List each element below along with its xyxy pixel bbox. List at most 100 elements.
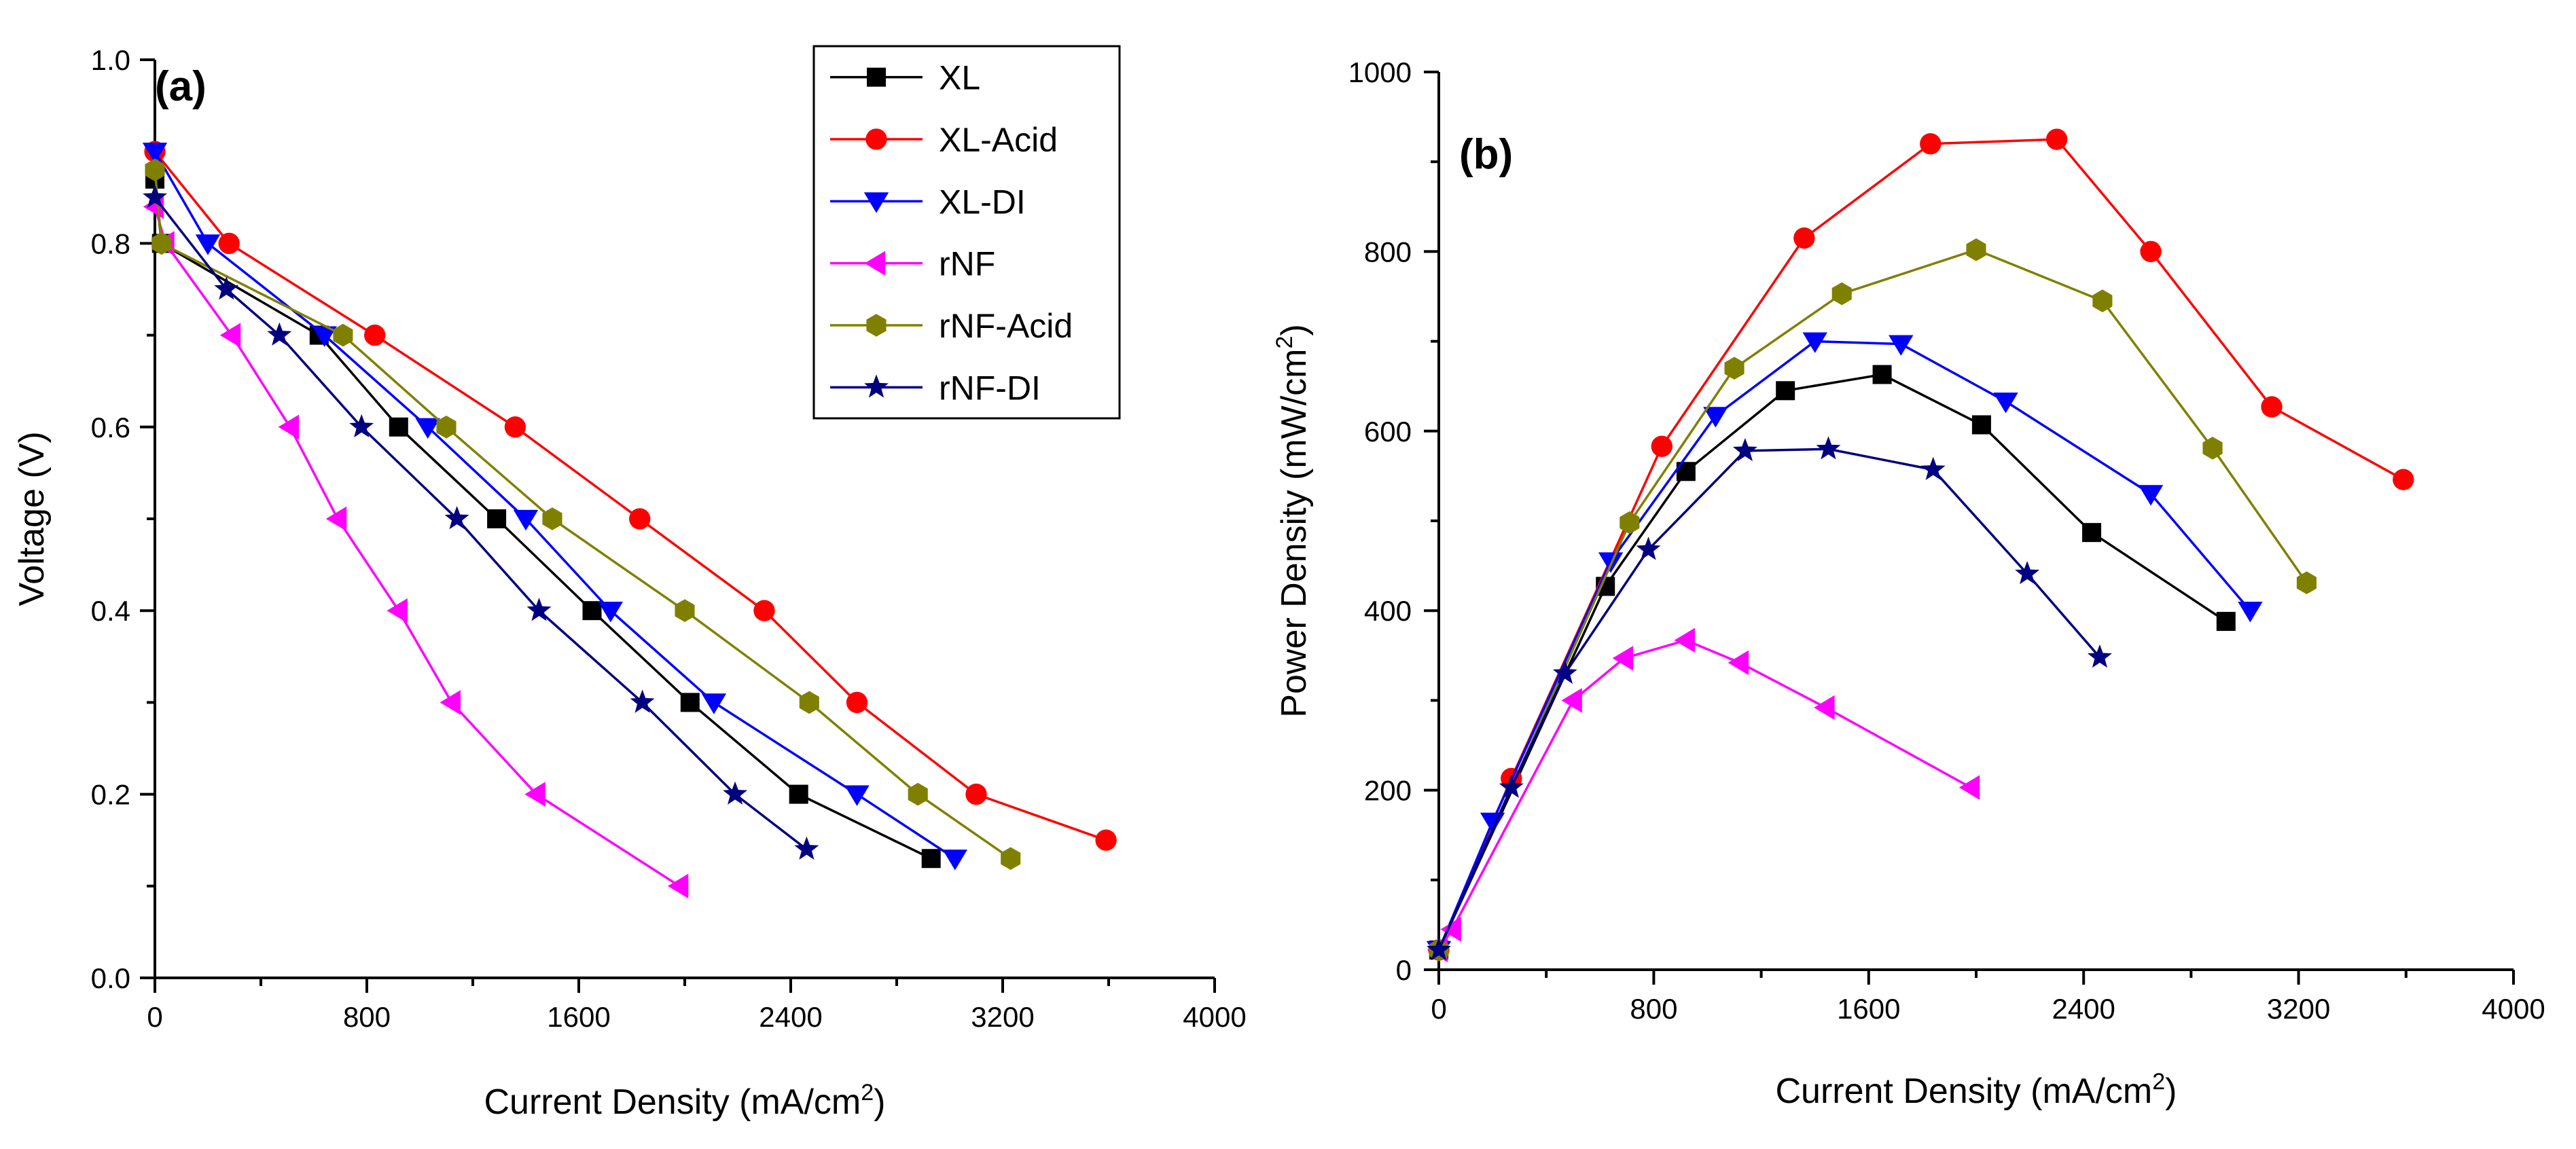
data-point: [364, 324, 386, 346]
series-xl-acid: [1428, 128, 2414, 961]
legend-marker: [866, 314, 887, 337]
data-point: [2092, 289, 2113, 312]
y-tick-label: 0: [1396, 954, 1412, 986]
data-point: [504, 416, 526, 438]
data-point: [1971, 415, 1991, 435]
data-point: [219, 323, 241, 348]
data-point: [312, 326, 337, 347]
x-axis-title: Current Density (mA/cm2): [1775, 1069, 2177, 1111]
data-point: [2238, 602, 2263, 623]
legend-marker: [864, 251, 886, 276]
series-rnf-acid: [145, 158, 1021, 871]
data-point: [349, 414, 374, 438]
x-tick-label: 1600: [547, 1001, 610, 1033]
data-point: [2216, 612, 2236, 632]
data-point: [921, 849, 941, 869]
data-point: [1872, 365, 1892, 384]
series-xl-acid: [144, 141, 1117, 851]
series-line: [1437, 638, 1971, 951]
data-point: [524, 782, 545, 807]
data-point: [1620, 511, 1640, 534]
panel-a: 0 800 1600 2400 3200 4000 0.0 0.2 0.4 0.6 0.8 1.0 Cu…: [12, 44, 1247, 1122]
data-point: [195, 234, 221, 255]
y-tick-label: 400: [1364, 595, 1412, 627]
data-point: [387, 598, 408, 623]
data-point: [582, 601, 602, 621]
data-point: [1552, 660, 1577, 685]
x-tick-label: 800: [343, 1001, 391, 1033]
data-point: [389, 417, 408, 437]
data-point: [1499, 774, 1524, 798]
legend-entry-label: XL-Acid: [939, 121, 1058, 159]
data-point: [325, 506, 347, 532]
data-point: [1001, 847, 1021, 871]
legend-entry-label: rNF-DI: [939, 369, 1041, 407]
data-point: [526, 598, 552, 621]
y-tick-label: 600: [1364, 416, 1412, 448]
data-point: [701, 693, 727, 714]
data-point: [680, 693, 700, 712]
x-tick-label: 3200: [2267, 993, 2330, 1025]
x-tick-label: 4000: [2482, 993, 2545, 1025]
y-axis-title: Power Density (mW/cm2): [1272, 324, 1314, 717]
data-point: [2015, 561, 2040, 585]
data-point: [2082, 523, 2102, 543]
x-tick-label: 0: [1431, 993, 1446, 1025]
data-point: [1724, 357, 1745, 380]
data-point: [629, 508, 651, 530]
x-axis-title: Current Density (mA/cm2): [484, 1080, 885, 1122]
data-point: [1703, 407, 1728, 428]
data-point: [965, 783, 987, 805]
legend-entry-label: rNF: [939, 245, 995, 283]
x-tick-label: 2400: [759, 1001, 822, 1033]
data-point: [440, 690, 461, 715]
data-point: [1612, 646, 1633, 671]
y-tick-label: 0.8: [91, 227, 130, 259]
data-point: [436, 416, 457, 439]
data-point: [1636, 536, 1661, 560]
data-point: [908, 782, 928, 806]
x-tick-label: 1600: [1837, 993, 1900, 1025]
data-point: [753, 600, 775, 621]
x-tick-label: 3200: [971, 1001, 1034, 1033]
y-tick-label: 0.6: [91, 412, 130, 443]
data-point: [513, 509, 539, 531]
data-point: [1831, 282, 1852, 306]
series-rnf-di: [143, 184, 819, 860]
y-tick-label: 800: [1364, 236, 1412, 268]
data-point: [267, 322, 292, 346]
x-tick-label: 4000: [1183, 1001, 1246, 1033]
legend-marker: [865, 128, 887, 150]
data-point: [415, 418, 440, 439]
y-tick-label: 0.2: [91, 779, 130, 811]
y-tick-label: 1.0: [91, 44, 130, 76]
series-line: [1437, 373, 2227, 951]
data-point: [2087, 644, 2112, 668]
y-tick-label: 0.0: [91, 962, 130, 994]
series-line: [154, 206, 681, 888]
y-tick-label: 1000: [1348, 56, 1412, 88]
series-line: [1437, 138, 2404, 951]
legend-entry-label: rNF-Acid: [939, 307, 1073, 345]
series-line: [1437, 340, 2251, 951]
data-point: [799, 691, 819, 714]
data-point: [143, 184, 167, 208]
data-point: [667, 873, 689, 898]
data-point: [598, 602, 623, 623]
panel-label: (a): [155, 63, 207, 110]
data-point: [2138, 485, 2164, 506]
data-point: [844, 785, 870, 806]
data-point: [1966, 238, 1986, 261]
data-point: [333, 323, 353, 347]
legend-entry-label: XL-DI: [939, 183, 1026, 221]
data-point: [675, 599, 695, 622]
data-point: [2140, 240, 2162, 263]
data-point: [487, 509, 507, 528]
data-point: [145, 158, 165, 182]
data-point: [1816, 436, 1841, 460]
data-point: [789, 784, 808, 804]
data-point: [1674, 627, 1695, 653]
data-point: [1920, 456, 1946, 480]
data-point: [214, 276, 239, 300]
